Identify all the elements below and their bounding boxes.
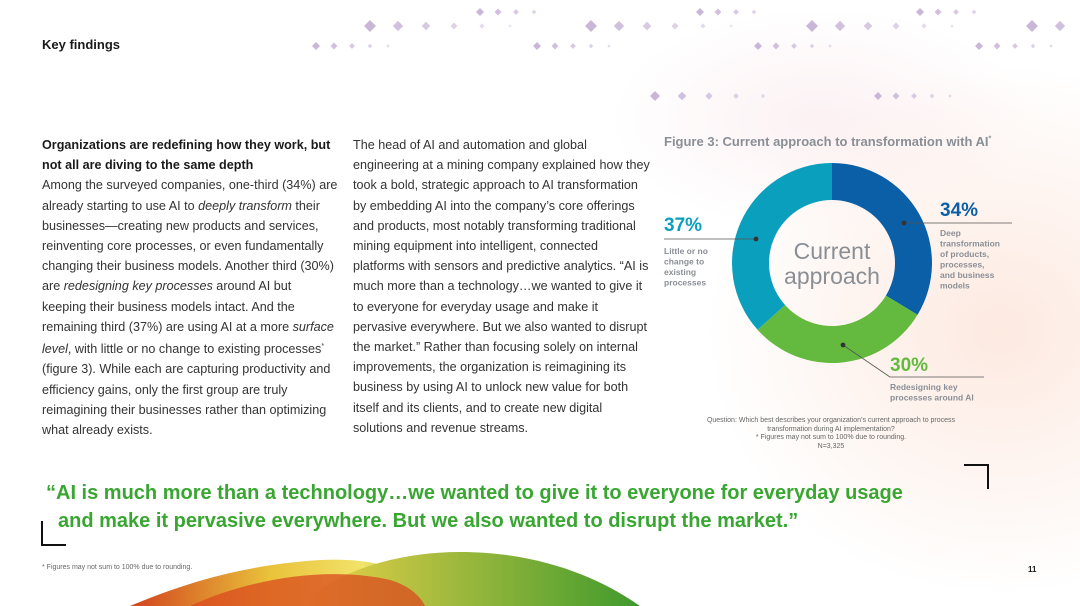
decorative-diamond <box>729 24 733 28</box>
slice-label-line: transformation <box>940 239 1000 249</box>
decorative-diamond <box>508 24 512 28</box>
decorative-diamond <box>714 8 722 16</box>
donut-slice-little <box>732 163 832 330</box>
decorative-diamond <box>330 42 338 50</box>
decorative-diamond-pattern <box>312 8 1066 101</box>
chart-center-label-1: Current <box>794 238 871 264</box>
decorative-diamond <box>671 22 679 30</box>
footnote: * Figures may not sum to 100% due to rou… <box>42 564 193 571</box>
decorative-diamond <box>754 42 762 50</box>
slice-label-line: processes around AI <box>890 393 974 403</box>
decorative-diamond <box>696 8 704 16</box>
slice-value-deep: 34% <box>940 200 978 221</box>
slice-label-little: Little or no change to existing processes <box>664 246 708 288</box>
decorative-diamond <box>349 43 355 49</box>
decorative-diamond <box>1049 44 1053 48</box>
decorative-diamond <box>921 23 927 29</box>
slice-label-line: existing <box>664 267 696 277</box>
decorative-diamond <box>953 9 959 15</box>
column-body: Among the surveyed companies, one-third … <box>42 178 338 438</box>
decorative-diamond <box>971 9 977 15</box>
decorative-diamond <box>551 42 559 50</box>
slice-label-line: Redesigning key <box>890 382 958 392</box>
decorative-diamond <box>993 42 1001 50</box>
decorative-diamond <box>585 20 597 32</box>
decorative-diamond <box>677 91 687 101</box>
decorative-diamond <box>364 20 376 32</box>
decorative-diamond <box>650 91 660 101</box>
decorative-diamond <box>950 24 954 28</box>
decorative-diamond <box>911 93 917 99</box>
decorative-diamond <box>892 22 900 30</box>
decorative-diamond <box>570 43 576 49</box>
decorative-diamond <box>588 43 594 49</box>
decorative-diamond <box>948 94 952 98</box>
figure-source-note: Question: Which best describes your orga… <box>706 417 956 450</box>
decorative-diamond <box>791 43 797 49</box>
decorative-diamond <box>806 20 818 32</box>
decorative-diamond <box>751 9 757 15</box>
decorative-diamond <box>386 44 390 48</box>
decorative-diamond <box>760 93 766 99</box>
slice-label-deep: Deep transformation of products, processes,… <box>940 228 1000 291</box>
page-number: 11 <box>1028 565 1037 574</box>
decorative-diamond <box>700 23 706 29</box>
slice-label-line: and business <box>940 270 995 280</box>
decorative-diamond <box>392 20 404 32</box>
decorative-diamond <box>494 8 502 16</box>
decorative-diamond <box>531 9 537 15</box>
decorative-diamond <box>533 42 541 50</box>
decorative-diamond <box>975 42 983 50</box>
slice-value-little: 37% <box>664 215 702 236</box>
decorative-diamond <box>733 9 739 15</box>
donut-slice-deep <box>832 163 932 315</box>
decorative-diamond <box>772 42 780 50</box>
decorative-diamond <box>513 9 519 15</box>
decorative-diamond <box>916 8 924 16</box>
slice-label-line: Little or no <box>664 246 708 256</box>
decorative-diamond <box>367 43 373 49</box>
decorative-diamond <box>834 20 846 32</box>
decorative-diamond <box>1030 43 1036 49</box>
decorative-diamond <box>1026 20 1038 32</box>
page-section-title: Key findings <box>42 37 121 52</box>
decorative-diamond <box>312 42 320 50</box>
column-heading: Organizations are redefining how they wo… <box>42 138 331 173</box>
slice-label-line: processes, <box>940 260 984 270</box>
chart-center-label-2: approach <box>784 263 880 289</box>
decorative-diamond <box>863 21 873 31</box>
slice-value-redesign: 30% <box>890 355 928 376</box>
decorative-diamond <box>892 92 900 100</box>
figure-title: Figure 3: Current approach to transforma… <box>664 134 992 149</box>
slice-label-line: Deep <box>940 228 961 238</box>
decorative-diamond <box>421 21 431 31</box>
slice-label-redesign: Redesigning key processes around AI <box>890 382 974 403</box>
decorative-diamond <box>733 93 739 99</box>
slice-label-line: models <box>940 281 970 291</box>
text-column-2: The head of AI and automation and global… <box>353 138 650 435</box>
slice-label-line: of products, <box>940 249 989 259</box>
decorative-diamond <box>929 93 935 99</box>
decorative-diamond <box>874 92 882 100</box>
decorative-diamond <box>828 44 832 48</box>
decorative-diamond <box>642 21 652 31</box>
pull-quote: “AI is much more than a technology…we wa… <box>46 482 903 532</box>
decorative-diamond <box>450 22 458 30</box>
donut-slice-redesign <box>757 295 918 363</box>
slice-label-line: processes <box>664 278 706 288</box>
decorative-diamond <box>607 44 611 48</box>
decorative-diamond <box>476 8 484 16</box>
decorative-diamond <box>1054 20 1066 32</box>
decorative-diamond <box>705 92 713 100</box>
decorative-diamond <box>1012 43 1018 49</box>
decorative-diamond <box>809 43 815 49</box>
decorative-diamond <box>479 23 485 29</box>
slice-label-line: change to <box>664 257 704 267</box>
decorative-diamond <box>613 20 625 32</box>
text-column-1: Organizations are redefining how they wo… <box>42 135 338 440</box>
decorative-diamond <box>934 8 942 16</box>
